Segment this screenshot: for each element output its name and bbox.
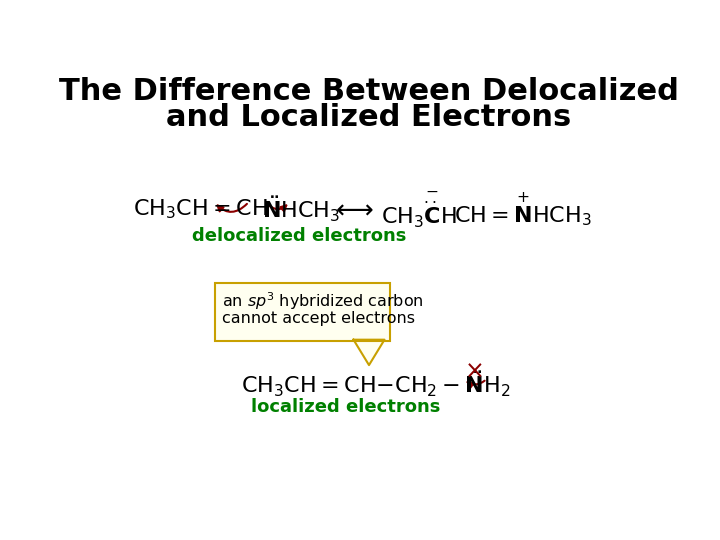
Text: $\mathbf{\ddot{N}}$HCH$_3$: $\mathbf{\ddot{N}}$HCH$_3$ xyxy=(262,195,341,224)
Text: CH$=\overset{+}{\mathbf{N}}$HCH$_3$: CH$=\overset{+}{\mathbf{N}}$HCH$_3$ xyxy=(454,190,592,229)
Text: $\longleftrightarrow$: $\longleftrightarrow$ xyxy=(330,197,374,222)
Text: cannot accept electrons: cannot accept electrons xyxy=(222,312,415,326)
FancyBboxPatch shape xyxy=(215,283,390,341)
Text: CH$_3$CH$=$CH: CH$_3$CH$=$CH xyxy=(132,198,267,221)
Text: and Localized Electrons: and Localized Electrons xyxy=(166,103,572,132)
Text: an $\mathit{sp}^3$ hybridized carbon: an $\mathit{sp}^3$ hybridized carbon xyxy=(222,291,423,312)
Polygon shape xyxy=(354,340,384,365)
Text: The Difference Between Delocalized: The Difference Between Delocalized xyxy=(59,77,679,106)
FancyArrowPatch shape xyxy=(467,381,485,388)
Text: delocalized electrons: delocalized electrons xyxy=(192,227,406,245)
FancyArrowPatch shape xyxy=(217,204,247,212)
Text: $\times$: $\times$ xyxy=(464,359,482,382)
Text: localized electrons: localized electrons xyxy=(251,399,441,416)
Text: CH$_3\overset{-}{\overset{..}{\mathbf{C}}}$H: CH$_3\overset{-}{\overset{..}{\mathbf{C}… xyxy=(381,190,456,230)
FancyArrowPatch shape xyxy=(267,204,287,211)
Text: CH$_3$CH$=$CH$-$CH$_2-\mathbf{\ddot{N}}$H$_2$: CH$_3$CH$=$CH$-$CH$_2-\mathbf{\ddot{N}}$… xyxy=(241,370,510,399)
